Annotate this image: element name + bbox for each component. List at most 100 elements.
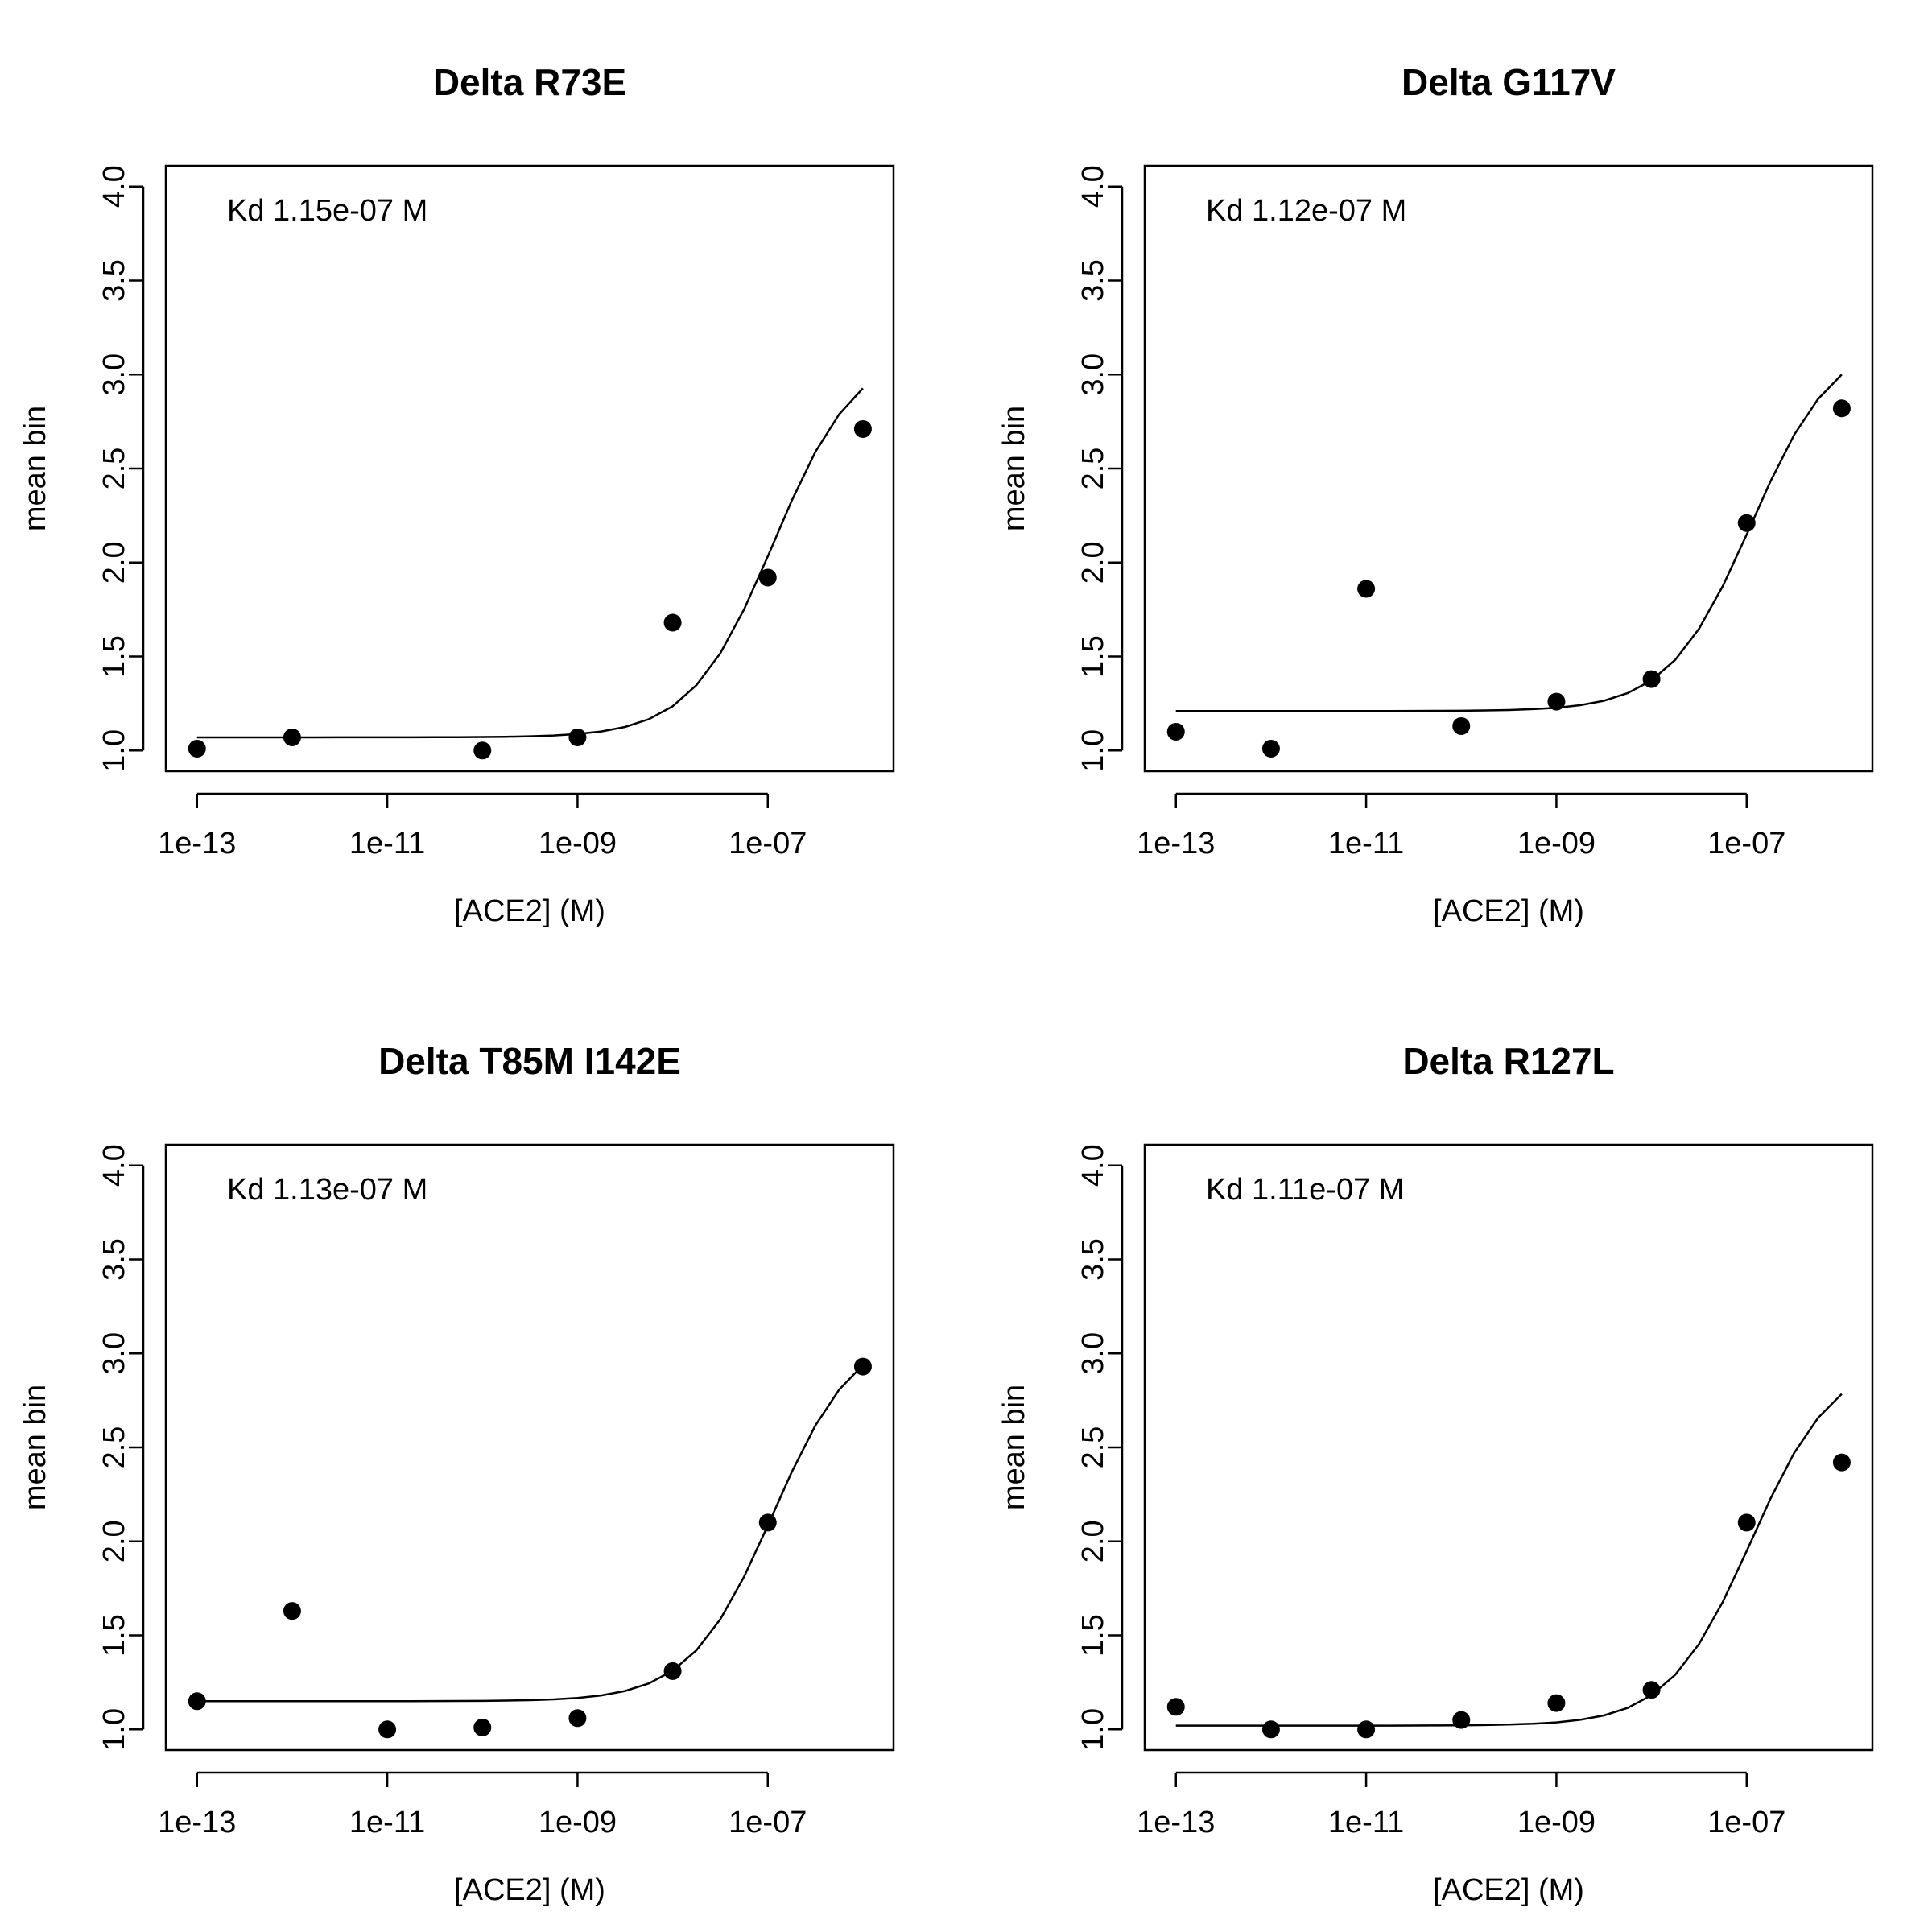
data-point — [853, 419, 872, 438]
y-tick-label: 4.0 — [1076, 1144, 1110, 1187]
y-tick-label: 3.5 — [1076, 1238, 1110, 1281]
x-tick-label: 1e-09 — [539, 1806, 617, 1839]
y-tick-label: 1.5 — [1076, 1614, 1110, 1657]
kd-annotation: Kd 1.13e-07 M — [227, 1173, 427, 1207]
data-point — [1357, 580, 1376, 598]
y-tick-label: 2.5 — [1076, 448, 1110, 490]
y-axis-label: mean bin — [997, 1385, 1031, 1510]
x-tick-label: 1e-13 — [158, 1806, 236, 1839]
kd-annotation: Kd 1.11e-07 M — [1206, 1173, 1404, 1207]
y-tick-label: 3.5 — [1076, 259, 1110, 302]
y-axis-label: mean bin — [19, 406, 52, 531]
fit-curve — [196, 387, 864, 739]
plot-frame — [1143, 1143, 1874, 1752]
x-axis-label: [ACE2] (M) — [1433, 1873, 1584, 1907]
data-point — [378, 1720, 397, 1739]
data-point — [1737, 514, 1756, 532]
fit-curve — [196, 1364, 864, 1703]
plot-frame — [164, 1143, 895, 1752]
y-tick-label: 3.0 — [1076, 353, 1110, 396]
chart-panel-1: Delta R73E 1e-13 1e-11 1e-09 1e-07 1.0 1.5 2.0 2… — [19, 61, 895, 928]
x-tick-label: 1e-11 — [1328, 827, 1404, 861]
x-tick-label: 1e-13 — [1137, 827, 1215, 861]
data-point — [663, 613, 682, 632]
y-tick-label: 1.0 — [97, 1708, 131, 1751]
data-point — [1452, 1711, 1471, 1729]
data-point — [568, 1709, 587, 1728]
data-point — [1261, 1720, 1280, 1739]
data-point — [1832, 399, 1851, 418]
y-tick-label: 3.5 — [97, 1238, 131, 1281]
y-tick-label: 2.5 — [97, 1426, 131, 1469]
x-axis-label: [ACE2] (M) — [1433, 894, 1584, 928]
chart-title: Delta G117V — [1402, 61, 1616, 103]
data-point — [1642, 1681, 1661, 1699]
data-point — [1832, 1453, 1851, 1472]
kd-annotation: Kd 1.15e-07 M — [227, 194, 427, 228]
x-tick-label: 1e-11 — [1328, 1806, 1404, 1839]
x-axis-label: [ACE2] (M) — [454, 1873, 605, 1907]
x-tick-label: 1e-07 — [1707, 1806, 1785, 1839]
x-axis-label: [ACE2] (M) — [454, 894, 605, 928]
y-tick-label: 3.0 — [1076, 1332, 1110, 1375]
data-point — [1642, 670, 1661, 688]
plot-frame — [1143, 164, 1874, 773]
y-tick-label: 4.0 — [97, 165, 131, 208]
x-tick-label: 1e-07 — [729, 827, 807, 861]
y-axis-label: mean bin — [19, 1385, 52, 1510]
chart-panel-3: Delta T85M I142E 1e-13 1e-11 1e-09 1e-07 1.0 1… — [19, 1040, 895, 1907]
y-tick-label: 2.0 — [97, 1520, 131, 1563]
y-tick-label: 1.5 — [97, 635, 131, 678]
y-tick-label: 4.0 — [1076, 165, 1110, 208]
x-tick-label: 1e-13 — [158, 827, 236, 861]
y-tick-label: 2.0 — [1076, 1520, 1110, 1563]
data-point — [1166, 1698, 1185, 1716]
data-point — [1452, 716, 1471, 735]
plot-frame — [164, 164, 895, 773]
chart-panel-2: Delta G117V 1e-13 1e-11 1e-09 1e-07 1.0 1.5 2.0… — [997, 61, 1874, 928]
data-point — [663, 1662, 682, 1680]
x-tick-label: 1e-13 — [1137, 1806, 1215, 1839]
y-tick-label: 2.0 — [97, 541, 131, 584]
data-point — [473, 1718, 492, 1736]
data-point — [283, 728, 301, 746]
y-tick-label: 2.5 — [97, 448, 131, 490]
y-tick-label: 3.0 — [97, 1332, 131, 1375]
data-point — [1547, 692, 1566, 711]
y-tick-label: 1.0 — [97, 729, 131, 772]
y-tick-label: 1.5 — [97, 1614, 131, 1657]
y-tick-label: 1.0 — [1076, 729, 1110, 772]
x-tick-label: 1e-07 — [1707, 827, 1785, 861]
y-tick-label: 2.5 — [1076, 1426, 1110, 1469]
data-point — [1166, 722, 1185, 741]
data-point — [1547, 1694, 1566, 1712]
data-point — [1357, 1720, 1376, 1739]
chart-panel-4: Delta R127L 1e-13 1e-11 1e-09 1e-07 1.0 1.5 2.0… — [997, 1040, 1874, 1907]
y-tick-label: 2.0 — [1076, 541, 1110, 584]
x-tick-label: 1e-09 — [1517, 1806, 1596, 1839]
y-axis-label: mean bin — [997, 406, 1031, 531]
data-point — [188, 1692, 206, 1711]
data-point — [568, 728, 587, 746]
y-tick-label: 4.0 — [97, 1144, 131, 1187]
x-tick-label: 1e-11 — [349, 1806, 425, 1839]
x-tick-label: 1e-09 — [1517, 827, 1596, 861]
data-point — [188, 739, 206, 758]
data-point — [1737, 1513, 1756, 1532]
y-tick-label: 3.5 — [97, 259, 131, 302]
fit-curve — [1175, 1393, 1843, 1727]
x-tick-label: 1e-07 — [729, 1806, 807, 1839]
data-point — [758, 568, 777, 587]
kd-annotation: Kd 1.12e-07 M — [1206, 194, 1406, 228]
chart-title: Delta R73E — [433, 61, 626, 103]
chart-title: Delta T85M I142E — [378, 1040, 681, 1082]
data-point — [853, 1357, 872, 1376]
data-point — [758, 1513, 777, 1532]
data-point — [473, 741, 492, 760]
data-point — [1261, 739, 1280, 758]
data-point — [283, 1602, 301, 1620]
y-tick-label: 1.0 — [1076, 1708, 1110, 1751]
fit-curve — [1175, 374, 1843, 712]
x-tick-label: 1e-09 — [539, 827, 617, 861]
